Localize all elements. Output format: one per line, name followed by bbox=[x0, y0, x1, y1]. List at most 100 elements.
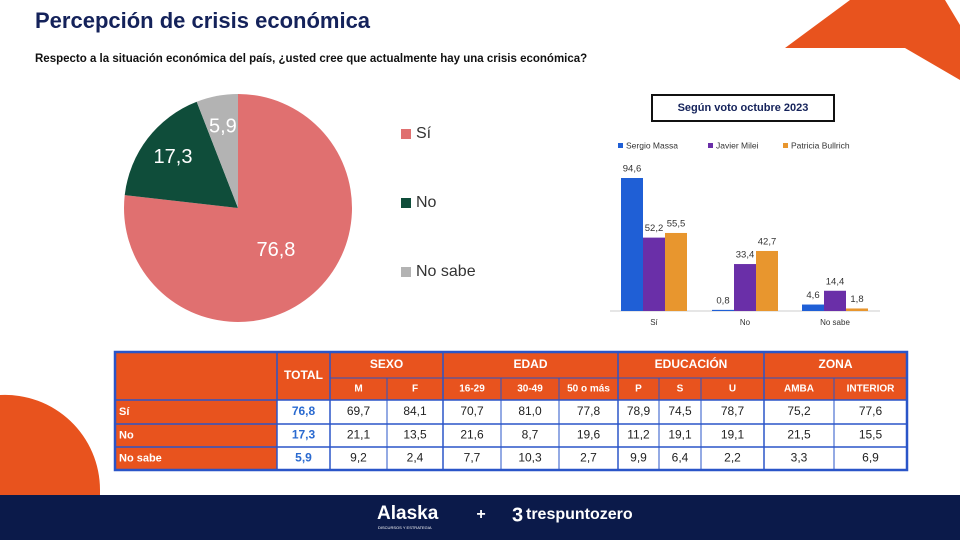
table-cell: 9,9 bbox=[630, 451, 647, 465]
table-cell: 13,5 bbox=[403, 428, 427, 442]
table-cell: 21,5 bbox=[787, 428, 811, 442]
bar-value-label: 94,6 bbox=[623, 164, 642, 175]
table-cell: 19,6 bbox=[577, 428, 601, 442]
table-row-label: No sabe bbox=[119, 452, 162, 464]
table-cell: 70,7 bbox=[460, 404, 484, 418]
pie-label: 17,3 bbox=[154, 146, 193, 168]
bar bbox=[665, 232, 687, 311]
table-label-bg bbox=[115, 400, 277, 470]
table-cell: 75,2 bbox=[787, 404, 811, 418]
footer-brand: trespuntozero bbox=[526, 506, 633, 523]
bar-value-label: 52,2 bbox=[645, 223, 664, 234]
table-cell: 7,7 bbox=[464, 451, 481, 465]
bar bbox=[621, 178, 643, 311]
bar-value-label: 14,4 bbox=[826, 276, 845, 287]
table-cell: 2,4 bbox=[407, 451, 424, 465]
bar bbox=[643, 237, 665, 311]
bar-value-label: 4,6 bbox=[806, 290, 819, 301]
bar bbox=[802, 304, 824, 311]
legend-label: No bbox=[416, 194, 437, 211]
table-header: TOTAL bbox=[284, 368, 323, 382]
table-cell: 81,0 bbox=[518, 404, 542, 418]
table-cell: 6,4 bbox=[672, 451, 689, 465]
legend-swatch bbox=[401, 198, 411, 208]
table-group-header: EDAD bbox=[513, 357, 547, 371]
table-column-header: AMBA bbox=[784, 384, 814, 395]
title: Percepción de crisis económica bbox=[35, 8, 371, 33]
table-cell: 9,2 bbox=[350, 451, 367, 465]
x-tick-label: No sabe bbox=[820, 318, 850, 327]
legend-swatch bbox=[401, 129, 411, 139]
table-body-bg bbox=[277, 400, 907, 470]
legend-swatch bbox=[708, 143, 713, 148]
table-cell: 19,1 bbox=[668, 428, 692, 442]
table-column-header: INTERIOR bbox=[847, 384, 896, 395]
table-cell: 77,8 bbox=[577, 404, 601, 418]
table-cell: 69,7 bbox=[347, 404, 371, 418]
decor-shape bbox=[785, 0, 960, 80]
bar-value-label: 33,4 bbox=[736, 250, 755, 261]
table-column-header: M bbox=[354, 384, 362, 395]
table-group-header: EDUCACIÓN bbox=[655, 356, 728, 371]
table-row-label: Sí bbox=[119, 406, 130, 418]
table-cell: 8,7 bbox=[522, 428, 539, 442]
bar-value-label: 0,8 bbox=[716, 295, 729, 306]
table-group-header: ZONA bbox=[819, 357, 853, 371]
legend-label: Sergio Massa bbox=[626, 140, 678, 150]
table-group-header: SEXO bbox=[370, 357, 403, 371]
table-total: 5,9 bbox=[295, 451, 312, 465]
pie-label: 5,9 bbox=[209, 116, 237, 138]
legend-label: Javier Milei bbox=[716, 140, 759, 150]
table-cell: 2,7 bbox=[580, 451, 597, 465]
bar-title-box bbox=[651, 94, 835, 122]
x-tick-label: No bbox=[740, 318, 751, 327]
bar-chart-title: Según voto octubre 2023 bbox=[678, 102, 809, 114]
table-column-header: S bbox=[677, 384, 684, 395]
table-column-header: 30-49 bbox=[517, 384, 543, 395]
legend-label: No sabe bbox=[416, 263, 476, 280]
legend-swatch bbox=[401, 267, 411, 277]
table-cell: 11,2 bbox=[627, 428, 650, 442]
bar bbox=[756, 250, 778, 311]
table-cell: 78,7 bbox=[721, 404, 745, 418]
table-cell: 6,9 bbox=[862, 451, 879, 465]
table-cell: 15,5 bbox=[859, 428, 883, 442]
table-total: 76,8 bbox=[292, 404, 316, 418]
table-row-label: No bbox=[119, 429, 134, 441]
table-outline bbox=[113, 350, 909, 472]
bar-value-label: 55,5 bbox=[667, 218, 686, 229]
pie-label: 76,8 bbox=[256, 239, 295, 261]
legend-label: Patricia Bullrich bbox=[791, 140, 850, 150]
bar-value-label: 42,7 bbox=[758, 236, 777, 247]
table-cell: 74,5 bbox=[668, 404, 692, 418]
table-total: 17,3 bbox=[292, 428, 316, 442]
table-cell: 21,6 bbox=[460, 428, 484, 442]
table-cell: 78,9 bbox=[627, 404, 651, 418]
bar bbox=[712, 309, 734, 311]
subtitle: Respecto a la situación económica del pa… bbox=[35, 53, 587, 65]
footer-logo-icon: 3 bbox=[512, 504, 523, 526]
bar-value-label: 1,8 bbox=[850, 294, 863, 305]
table-cell: 3,3 bbox=[791, 451, 808, 465]
footer-separator: + bbox=[476, 506, 485, 523]
bar bbox=[734, 264, 756, 311]
legend-swatch bbox=[783, 143, 788, 148]
table-column-header: P bbox=[635, 384, 642, 395]
table-cell: 84,1 bbox=[403, 404, 427, 418]
bar bbox=[846, 308, 868, 311]
legend-swatch bbox=[618, 143, 623, 148]
footer-tagline: DISCURSOS Y ESTRATEGIA bbox=[378, 525, 432, 530]
bar bbox=[824, 290, 846, 311]
table-cell: 10,3 bbox=[518, 451, 542, 465]
legend-label: Sí bbox=[416, 125, 432, 142]
table-column-header: F bbox=[412, 384, 418, 395]
table-column-header: 16-29 bbox=[459, 384, 485, 395]
x-tick-label: Sí bbox=[650, 318, 658, 327]
table-cell: 19,1 bbox=[721, 428, 745, 442]
table-cell: 21,1 bbox=[347, 428, 371, 442]
table-header-bg bbox=[115, 352, 907, 400]
table-column-header: 50 o más bbox=[567, 384, 610, 395]
footer-brand: Alaska bbox=[377, 503, 439, 524]
pie-slice bbox=[124, 101, 238, 208]
